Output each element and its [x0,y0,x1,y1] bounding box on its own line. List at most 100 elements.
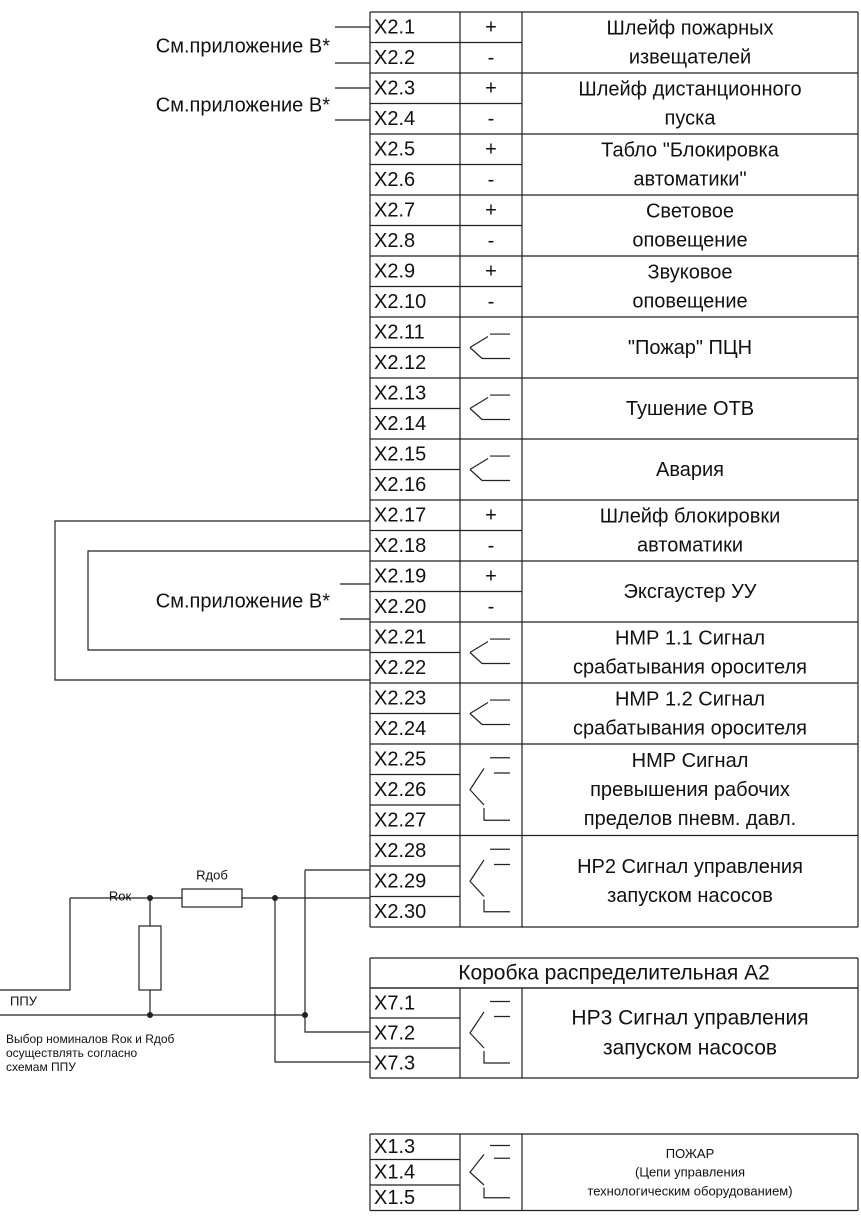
box [369,1134,859,1211]
terminal: X2.1 [374,17,415,39]
description: НМР Сигнал [632,750,749,772]
description: НМР 1.2 Сигнал [615,688,765,710]
sign: - [488,47,495,69]
description: (Цепи управления [635,1165,745,1180]
terminal: X2.23 [374,688,426,710]
description: срабатывания оросителя [573,656,807,678]
terminal: X1.5 [374,1187,415,1209]
node [272,895,278,901]
description: автоматики [637,534,743,556]
terminal: X2.29 [374,871,426,893]
terminal: X2.12 [374,352,426,374]
label: Rдоб [196,867,228,882]
description: Авария [656,459,724,481]
wiring: Rдоб Rок ППУ Выбор номиналов Rок и Rдоб … [0,26,370,1074]
box [369,12,859,927]
sign: - [488,108,495,130]
terminal: X2.2 [374,47,415,69]
description: Тушение ОТВ [626,398,754,420]
description: НР3 Сигнал управления [571,1007,808,1030]
contact-symbol [469,1144,510,1199]
terminal: X7.2 [374,1022,415,1044]
description: Световое [646,200,734,222]
description: оповещение [632,290,747,312]
terminal: X2.26 [374,779,426,801]
description: пуска [665,107,717,129]
terminal: X2.21 [374,627,426,649]
terminal: X2.25 [374,749,426,771]
description: запуском насосов [607,885,773,907]
terminal: X2.15 [374,444,426,466]
wire [0,898,305,1016]
terminal: X2.20 [374,596,426,618]
description: "Пожар" ПЦН [628,337,752,359]
sign: + [485,17,497,39]
sign: + [485,139,497,161]
description: превышения рабочих [590,779,790,801]
sign: - [488,596,495,618]
sign: + [485,505,497,527]
sign: + [485,566,497,588]
terminal: X1.4 [374,1162,415,1184]
terminal: X2.10 [374,291,426,313]
terminal: X2.19 [374,566,426,588]
terminal: X1.3 [374,1136,415,1158]
contact-symbol [469,1000,510,1064]
terminal: X2.6 [374,169,415,191]
description: Шлейф блокировки [600,505,781,527]
reference: См.приложение В* [156,590,330,612]
sign: + [485,78,497,100]
terminal: X2.9 [374,261,415,283]
wire [87,550,370,651]
label: Rок [109,888,132,903]
terminal: X2.5 [374,139,415,161]
description: оповещение [632,229,747,251]
description: Шлейф дистанционного [578,78,801,100]
sign: - [488,169,495,191]
label: ППУ [10,993,38,1008]
reference: См.приложение В* [156,94,330,116]
terminal: X2.7 [374,200,415,222]
block-header: Коробка распределительная А2 [458,962,770,985]
box [369,958,859,1078]
terminal: X2.16 [374,474,426,496]
wire [304,869,370,1033]
contact-symbol [469,848,510,913]
contact-symbol [469,455,510,482]
description: автоматики" [633,168,746,190]
terminal: X7.1 [374,992,415,1014]
contact-symbol [469,394,510,421]
resistor-ok [138,925,162,991]
terminal: X2.11 [374,322,425,344]
description: извещателей [629,46,751,68]
terminal: X2.8 [374,230,415,252]
description: Звуковое [647,261,732,283]
note: схемам ППУ [6,1060,76,1074]
description: технологическим оборудованием) [587,1184,792,1199]
description: ПОЖАР [666,1146,715,1161]
contact-symbol [469,638,510,665]
terminal: X2.18 [374,535,426,557]
terminal: X7.3 [374,1052,415,1074]
contact-symbol [469,757,510,821]
terminal: X2.24 [374,718,426,740]
wire [335,26,370,620]
terminal: X2.28 [374,840,426,862]
terminal: X2.4 [374,108,415,130]
sign: + [485,261,497,283]
node [302,1012,308,1018]
resistor-add [181,888,243,908]
wire [54,520,370,681]
contact-symbol [469,699,510,726]
terminal: X2.27 [374,810,426,832]
terminal: X2.3 [374,78,415,100]
terminal: X2.22 [374,657,426,679]
description: НМР 1.1 Сигнал [615,627,765,649]
description: НР2 Сигнал управления [577,856,803,878]
terminal: X2.17 [374,505,426,527]
reference: См.приложение В* [156,35,330,57]
note: Выбор номиналов Rок и Rдоб [6,1032,175,1046]
sign: + [485,200,497,222]
note: осуществлять согласно [6,1046,137,1060]
